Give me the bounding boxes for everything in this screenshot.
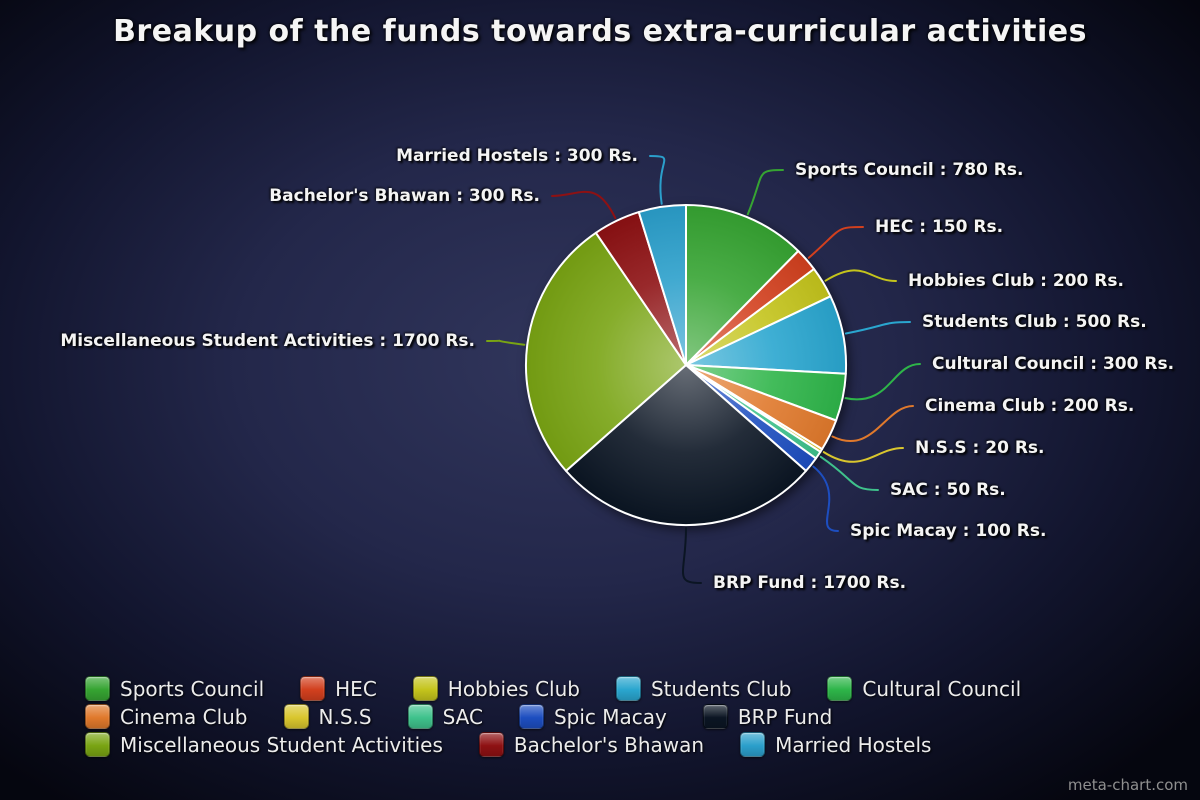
legend-swatch-brp-fund <box>702 704 728 729</box>
legend-label: Students Club <box>650 676 792 701</box>
legend-swatch-sac <box>407 704 433 729</box>
legend-row: Sports Council HEC Hobbies Club Students Cl… <box>85 676 1057 701</box>
legend-swatch-spic-macay <box>518 704 544 729</box>
legend-label: N.S.S <box>318 704 372 729</box>
legend-label: Miscellaneous Student Activities <box>120 732 443 757</box>
leader-line-spic-macay <box>812 465 839 532</box>
leader-line-brp-fund <box>682 527 702 584</box>
legend-item-n-s-s: N.S.S <box>283 704 372 729</box>
legend-swatch-cultural-council <box>827 676 853 701</box>
legend-label: HEC <box>335 676 377 701</box>
leader-line-cultural-council <box>844 363 921 401</box>
leader-line-sac <box>819 455 879 491</box>
legend-row: Cinema Club N.S.S SAC Spic Macay BRP Fund <box>85 704 1057 729</box>
legend-label: SAC <box>442 704 483 729</box>
legend-label: Hobbies Club <box>447 676 580 701</box>
legend-swatch-students-club <box>615 676 641 701</box>
legend-item-brp-fund: BRP Fund <box>702 704 833 729</box>
leader-line-n-s-s <box>822 447 904 463</box>
legend-item-hobbies-club: Hobbies Club <box>412 676 580 701</box>
legend-item-sports-council: Sports Council <box>85 676 264 701</box>
leader-line-bachelor-s-bhawan <box>551 190 617 220</box>
legend-swatch-bachelor-s-bhawan <box>478 732 504 757</box>
legend-label: Cinema Club <box>120 704 248 729</box>
legend-item-miscellaneous-student-activities: Miscellaneous Student Activities <box>85 732 443 757</box>
leader-line-students-club <box>844 321 911 335</box>
legend-item-cinema-club: Cinema Club <box>85 704 248 729</box>
legend-item-students-club: Students Club <box>615 676 792 701</box>
legend-item-married-hostels: Married Hostels <box>740 732 931 757</box>
legend-label: BRP Fund <box>737 704 833 729</box>
legend-label: Married Hostels <box>775 732 932 757</box>
legend-swatch-hec <box>300 676 326 701</box>
legend-label: Bachelor's Bhawan <box>513 732 705 757</box>
pie-slice-married-hostels <box>637 203 687 366</box>
legend-item-cultural-council: Cultural Council <box>827 676 1021 701</box>
legend-item-spic-macay: Spic Macay <box>518 704 667 729</box>
legend-item-sac: SAC <box>407 704 483 729</box>
legend-swatch-hobbies-club <box>412 676 438 701</box>
chart-title: Breakup of the funds towards extra-curri… <box>113 14 1087 49</box>
legend-label: Sports Council <box>120 676 265 701</box>
leader-line-cinema-club <box>831 405 914 443</box>
legend-swatch-n-s-s <box>283 704 309 729</box>
legend-row: Miscellaneous Student Activities Bachelor… <box>85 732 1057 757</box>
legend-swatch-cinema-club <box>85 704 110 729</box>
leader-line-sports-council <box>746 169 784 216</box>
pie-slice-brp-fund <box>565 364 807 527</box>
legend-swatch-miscellaneous-student-activities <box>85 732 110 757</box>
leader-line-miscellaneous-student-activities <box>486 339 526 346</box>
pie-slice-miscellaneous-student-activities <box>524 231 687 472</box>
legend-label: Spic Macay <box>553 704 667 729</box>
pie-slice-sports-council <box>685 204 800 366</box>
leader-line-hec <box>807 226 864 259</box>
legend-swatch-married-hostels <box>740 732 766 757</box>
legend: Sports Council HEC Hobbies Club Students Cl… <box>85 676 1057 760</box>
legend-item-hec: HEC <box>300 676 377 701</box>
legend-item-bachelor-s-bhawan: Bachelor's Bhawan <box>478 732 705 757</box>
leader-line-married-hostels <box>649 155 666 205</box>
legend-swatch-sports-council <box>85 676 110 701</box>
leader-line-hobbies-club <box>824 269 897 282</box>
watermark: meta-chart.com <box>1067 776 1188 794</box>
legend-label: Cultural Council <box>862 676 1022 701</box>
